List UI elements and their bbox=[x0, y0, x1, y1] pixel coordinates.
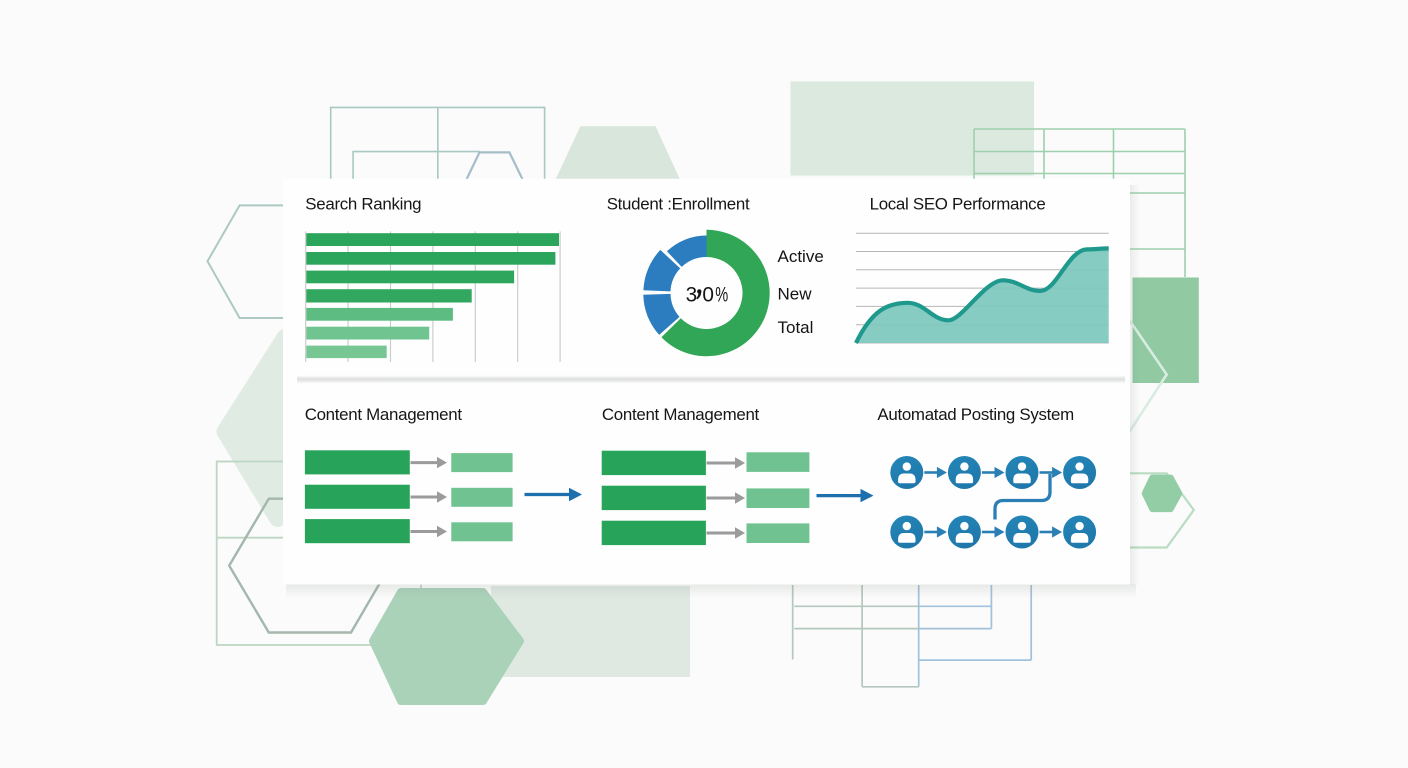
svg-text:Content Management: Content Management bbox=[602, 405, 760, 424]
svg-text:Total: Total bbox=[778, 318, 814, 337]
svg-text:Content Management: Content Management bbox=[305, 405, 463, 424]
svg-text:Local SEO Performance: Local SEO Performance bbox=[870, 195, 1046, 214]
svg-text:Active: Active bbox=[778, 247, 824, 266]
svg-text:0: 0 bbox=[702, 283, 714, 306]
svg-text:3: 3 bbox=[686, 283, 698, 306]
svg-text:Search Ranking: Search Ranking bbox=[305, 195, 421, 214]
svg-text:%: % bbox=[715, 283, 728, 306]
svg-text:Automatad Posting System: Automatad Posting System bbox=[877, 405, 1074, 424]
svg-text:New: New bbox=[778, 285, 813, 304]
svg-text:Student :Enrollment: Student :Enrollment bbox=[607, 195, 750, 214]
